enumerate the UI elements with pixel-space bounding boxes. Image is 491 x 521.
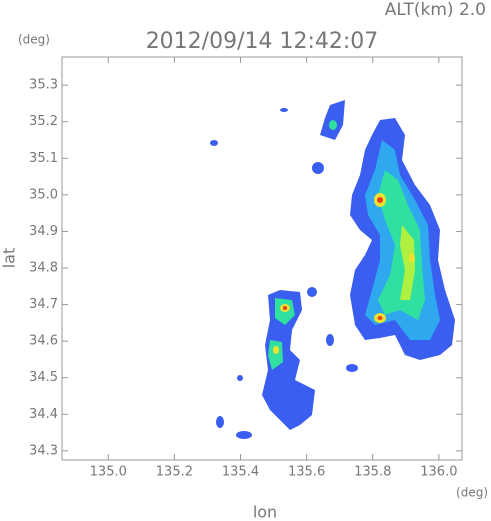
x-tick-label: 135.6 (288, 465, 325, 480)
map-title: 2012/09/14 12:42:07 (146, 29, 379, 54)
x-tick-label: 135.2 (156, 465, 193, 480)
x-tick-label: 136.0 (420, 465, 457, 480)
y-tick-label: 34.7 (29, 297, 58, 312)
echo (346, 364, 358, 372)
y-tick-label: 34.9 (29, 224, 58, 239)
echo (273, 346, 279, 354)
echo (409, 253, 415, 263)
y-axis-label: lat (0, 248, 19, 269)
y-tick-label: 34.4 (29, 407, 58, 422)
echo (237, 375, 243, 381)
y-tick-label: 35.2 (29, 114, 58, 129)
y-tick-label: 35.0 (29, 187, 58, 202)
y-tick-label: 35.3 (29, 78, 58, 93)
plot-frame (61, 56, 463, 461)
y-tick-label: 34.3 (29, 443, 58, 458)
echo (307, 287, 317, 297)
echo (377, 316, 383, 320)
altitude: ALT(km) 2.0 (385, 0, 486, 20)
echo (329, 120, 337, 130)
x-tick-label: 135.0 (90, 465, 127, 480)
echo (262, 290, 315, 430)
echo (268, 340, 283, 370)
echo (210, 140, 218, 146)
echo (280, 108, 288, 112)
y-tick-label: 34.6 (29, 334, 58, 349)
echo (312, 162, 324, 174)
x-tick-label: 135.4 (222, 465, 259, 480)
y-tick-label: 34.8 (29, 261, 58, 276)
echo (326, 334, 334, 346)
y-unit: (deg) (18, 33, 50, 47)
echo (216, 416, 224, 428)
y-tick-label: 34.5 (29, 370, 58, 385)
radar-echoes (210, 100, 455, 439)
x-unit: (deg) (456, 486, 488, 500)
echo (400, 225, 415, 300)
x-tick-label: 135.8 (354, 465, 391, 480)
y-tick-label: 35.1 (29, 151, 58, 166)
echo (377, 197, 383, 203)
echo (236, 431, 252, 439)
echo (283, 306, 287, 310)
x-axis-label: lon (253, 503, 277, 521)
echo (320, 100, 345, 140)
